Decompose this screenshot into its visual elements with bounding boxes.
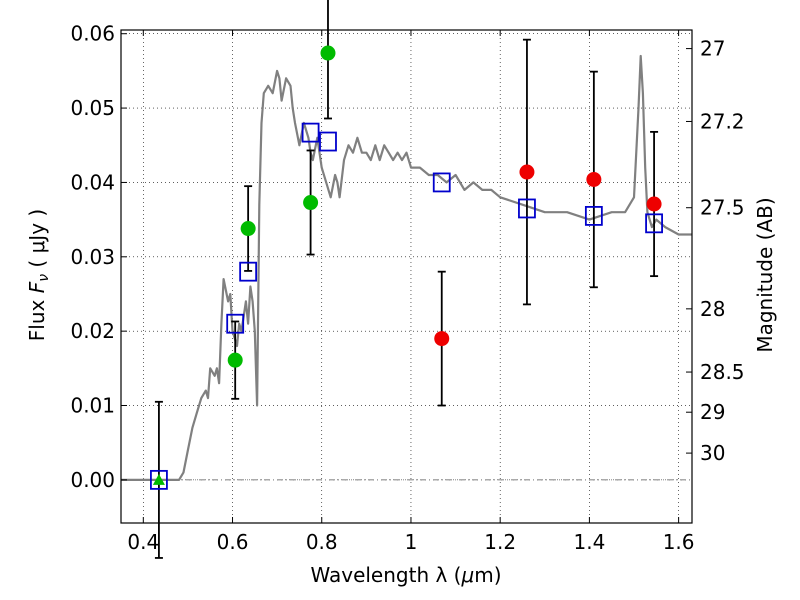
x-tick-label: 1.6 (663, 530, 695, 554)
right-tick-label: 29 (700, 400, 725, 424)
right-tick-label: 30 (700, 441, 725, 465)
model-square (518, 198, 536, 219)
x-tick-label: 1.4 (573, 530, 605, 554)
right-tick-label: 28 (700, 297, 725, 321)
x-axis-label-prefix: Wavelength λ ( (310, 563, 461, 587)
y-tick-label: 0.06 (70, 22, 115, 46)
axis-ticks: 0.4 0.6 0.8 1 1.2 1.4 1.6 0.00 0.01 0.02 0.03 0.04 0… (70, 22, 744, 554)
model-square (239, 261, 258, 282)
y-axis-label: Flux Fν ( μJy ) (25, 209, 52, 341)
x-tick-label: 0.4 (127, 530, 159, 554)
right-tick-label: 27 (700, 37, 725, 61)
y-tick-label: 0.04 (70, 170, 115, 194)
y-axis-label-unit: ( μJy ) (25, 209, 49, 274)
model-photometry-squares (150, 122, 663, 490)
plot-frame (120, 29, 693, 524)
detection-dot (227, 352, 243, 368)
y-tick-label: 0.00 (70, 468, 115, 492)
detection-dot (519, 164, 535, 180)
model-square (150, 469, 168, 490)
error-bars (154, 0, 659, 559)
model-square (584, 205, 603, 226)
model-square (432, 172, 451, 193)
x-tick-label: 1.2 (484, 530, 516, 554)
detection-dot (434, 331, 450, 347)
model-square (226, 313, 245, 334)
x-axis-label: Wavelength λ (μm) (310, 563, 501, 587)
x-axis-label-mu: μ (460, 563, 474, 587)
x-tick-label: 0.6 (217, 530, 249, 554)
y-tick-label: 0.03 (70, 245, 115, 269)
detection-dot (646, 196, 662, 212)
sed-curve (121, 54, 692, 481)
y-axis-label-symbol: F (25, 281, 49, 293)
right-tick-label: 27.5 (700, 196, 745, 220)
x-tick-label: 0.8 (306, 530, 338, 554)
y-axis-label-prefix: Flux (25, 293, 49, 341)
y-tick-label: 0.05 (70, 96, 115, 120)
upper-limit-triangle (152, 473, 165, 485)
detection-points (152, 45, 662, 485)
grid (121, 30, 692, 523)
model-square (645, 213, 663, 234)
x-tick-label: 1 (405, 530, 418, 554)
right-tick-label: 27.2 (700, 109, 745, 133)
right-tick-label: 28.5 (700, 360, 745, 384)
model-square (301, 122, 320, 143)
detection-dot (303, 195, 319, 211)
detection-dot (320, 45, 336, 61)
model-square (319, 131, 337, 152)
detection-dot (586, 171, 602, 187)
y-tick-label: 0.02 (70, 319, 115, 343)
sed-curve-layer (121, 54, 692, 481)
y-tick-label: 0.01 (70, 394, 115, 418)
detection-dot (240, 221, 256, 237)
right-axis-label: Magnitude (AB) (753, 197, 777, 352)
y-axis-label-subscript: ν (36, 274, 52, 282)
x-axis-label-suffix: m) (474, 563, 501, 587)
